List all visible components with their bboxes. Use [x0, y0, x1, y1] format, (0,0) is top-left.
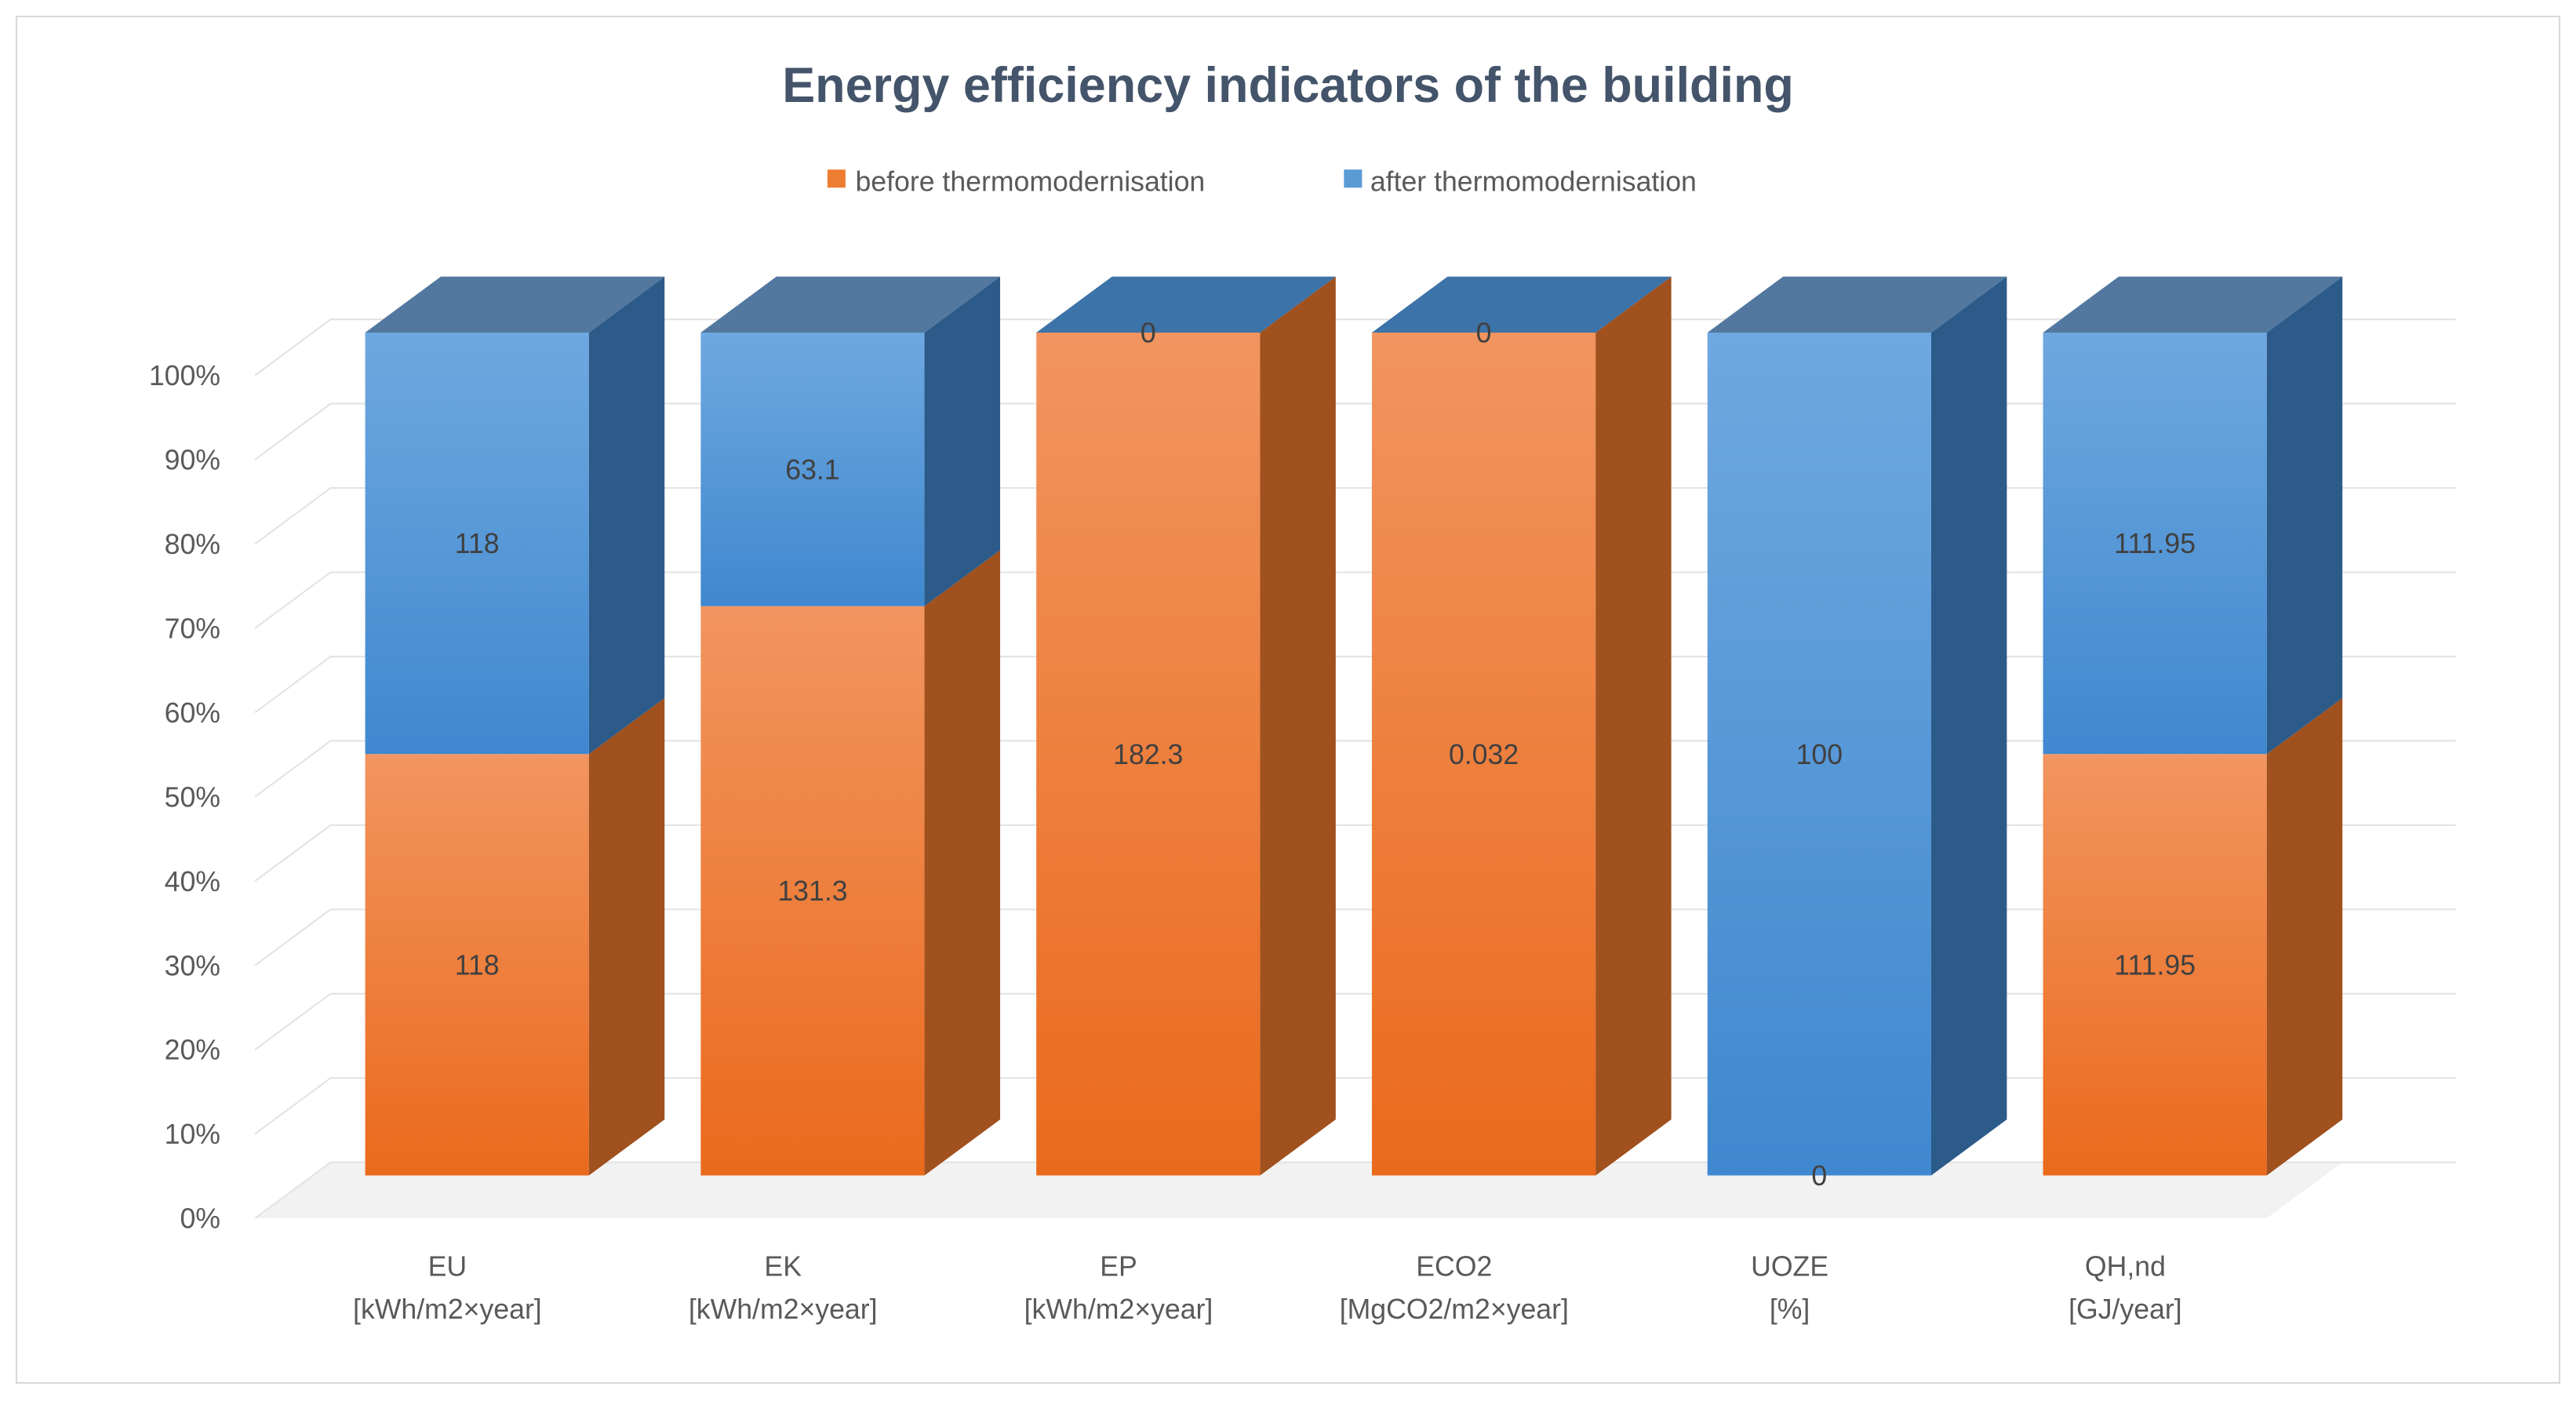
x-category-label: [kWh/m2×year] [689, 1294, 878, 1325]
y-tick-label: 60% [165, 697, 220, 729]
bar-before [1036, 332, 1261, 1176]
bar-stack-qhnd: 111.95 111.95 [2043, 276, 2343, 1176]
bar-top [2043, 276, 2343, 333]
y-tick-label: 90% [165, 445, 220, 476]
data-label-before: 111.95 [2114, 949, 2196, 981]
data-label-after: 0 [1476, 318, 1492, 349]
bar-top [1036, 276, 1336, 333]
bar-stack-uoze: 0 100 [1707, 276, 2007, 1192]
x-category-label: [kWh/m2×year] [353, 1294, 542, 1325]
bar-after [1707, 332, 1931, 1176]
bar-side [588, 697, 665, 1176]
x-category-label: EK [764, 1250, 802, 1282]
legend-label-after: after thermomodernisation [1370, 166, 1697, 197]
legend: before thermomodernisation after thermom… [827, 166, 1697, 197]
x-category-label: [GJ/year] [2068, 1294, 2182, 1325]
bar-side [2266, 276, 2343, 755]
x-category-label: QH,nd [2085, 1250, 2166, 1282]
legend-swatch-after [1344, 169, 1363, 188]
bar-side [1260, 276, 1336, 1176]
data-label-before: 118 [455, 949, 500, 981]
bar-before [365, 754, 589, 1176]
bar-side [1930, 276, 2007, 1176]
x-category-label: EU [428, 1250, 468, 1282]
bar-before [2043, 754, 2267, 1176]
bar-side [1595, 276, 1672, 1176]
data-label-before: 182.3 [1113, 739, 1183, 770]
y-tick-label: 0% [180, 1203, 220, 1235]
data-label-after: 0 [1141, 318, 1156, 349]
bar-before [700, 606, 925, 1176]
bar-after [700, 332, 925, 606]
x-category-label: UOZE [1751, 1250, 1828, 1282]
x-category-label: [%] [1770, 1294, 1810, 1325]
bar-stack-ek: 131.3 63.1 [700, 276, 1001, 1176]
chart-title: Energy efficiency indicators of the buil… [782, 58, 1794, 113]
bar-after [365, 332, 589, 755]
bar-top [700, 276, 1001, 333]
y-tick-label: 30% [165, 950, 220, 981]
bar-top [1707, 276, 2007, 333]
bar-top [365, 276, 665, 333]
bar-top [1371, 276, 1672, 333]
data-label-after: 63.1 [785, 454, 839, 486]
floor [255, 1162, 2343, 1219]
data-label-before: 0.032 [1449, 739, 1519, 770]
x-category-label: ECO2 [1416, 1250, 1492, 1282]
data-label-before: 131.3 [777, 875, 847, 907]
data-label-before: 0 [1811, 1160, 1827, 1192]
y-tick-label: 20% [165, 1035, 220, 1066]
x-category-label: EP [1100, 1250, 1137, 1282]
x-category-label: [MgCO2/m2×year] [1340, 1294, 1569, 1325]
bar-after [2043, 332, 2267, 755]
y-tick-label: 40% [165, 866, 220, 897]
bar-before [1371, 332, 1596, 1176]
y-tick-label: 70% [165, 613, 220, 644]
bar-side [588, 276, 665, 755]
data-label-after: 111.95 [2114, 528, 2196, 559]
data-label-after: 118 [455, 528, 500, 559]
y-tick-label: 10% [165, 1119, 220, 1150]
y-tick-label: 50% [165, 781, 220, 813]
x-category-label: [kWh/m2×year] [1024, 1294, 1213, 1325]
bar-side [924, 550, 1001, 1176]
bar-stack-eco2: 0.032 0 [1371, 276, 1672, 1176]
legend-label-before: before thermomodernisation [855, 166, 1205, 197]
bar-side [2266, 697, 2343, 1176]
bar-stack-ep: 182.30 [1036, 276, 1336, 1176]
y-tick-label: 80% [165, 529, 220, 560]
legend-swatch-before [827, 169, 846, 188]
y-tick-label: 100% [149, 360, 220, 391]
bar-stack-eu: 118 118 [365, 276, 665, 1176]
bar-side [924, 276, 1001, 606]
data-label-after: 100 [1796, 739, 1843, 770]
